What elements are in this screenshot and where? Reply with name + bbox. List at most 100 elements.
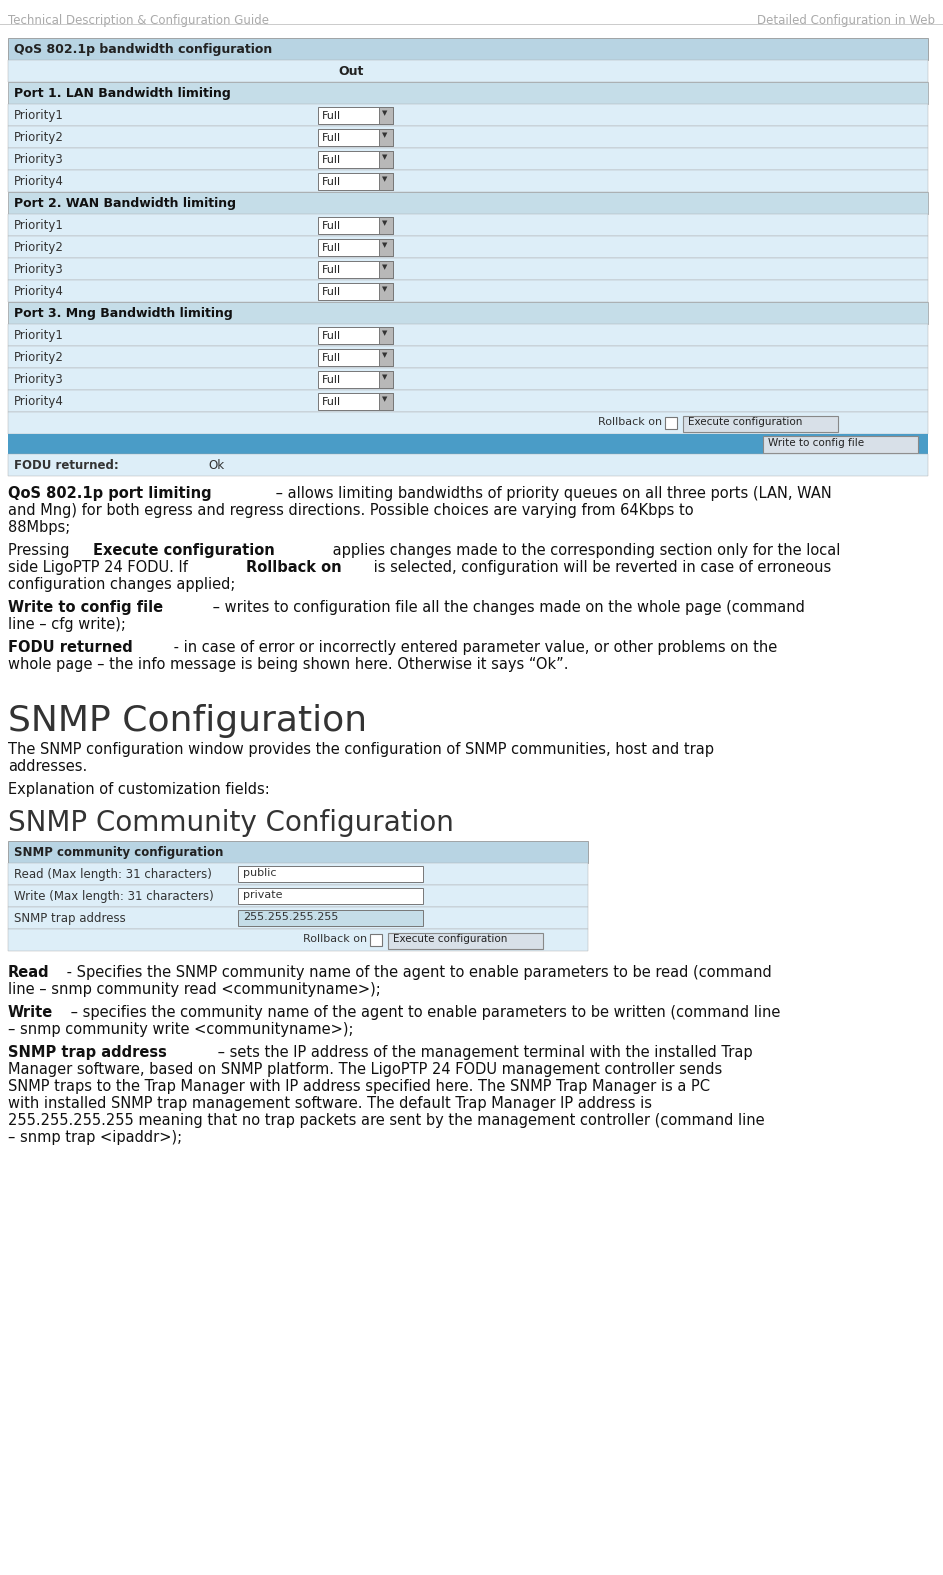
Bar	[8, 192, 928, 214]
Text: Manager software, based on SNMP platform. The LigoPTP 24 FODU management control: Manager software, based on SNMP platform…	[8, 1062, 722, 1077]
Bar	[8, 280, 928, 302]
Bar	[8, 435, 928, 454]
Text: - Specifies the SNMP community name of the agent to enable parameters to be read: - Specifies the SNMP community name of t…	[61, 965, 771, 980]
Text: Write (Max length: 31 characters): Write (Max length: 31 characters)	[14, 890, 214, 902]
Bar	[379, 107, 393, 124]
Bar	[379, 217, 393, 235]
Bar	[388, 932, 543, 950]
Text: and Mng) for both egress and regress directions. Possible choices are varying fr: and Mng) for both egress and regress dir…	[8, 502, 694, 518]
Text: Priority4: Priority4	[14, 285, 64, 298]
Text: Technical Description & Configuration Guide: Technical Description & Configuration Gu…	[8, 14, 269, 27]
Text: Rollback on: Rollback on	[598, 417, 662, 427]
Bar	[8, 302, 928, 324]
Bar	[665, 417, 677, 428]
Text: Full: Full	[322, 176, 341, 187]
Bar	[379, 129, 393, 146]
Text: – snmp community write <communityname>);: – snmp community write <communityname>);	[8, 1022, 354, 1036]
Text: - in case of error or incorrectly entered parameter value, or other problems on : - in case of error or incorrectly entere…	[169, 639, 777, 655]
Text: Full: Full	[322, 221, 341, 232]
Bar	[8, 148, 928, 170]
Text: ▼: ▼	[382, 373, 388, 380]
Bar	[8, 324, 928, 346]
Text: SNMP community configuration: SNMP community configuration	[14, 846, 223, 858]
Bar	[683, 416, 838, 432]
Text: ▼: ▼	[382, 331, 388, 335]
Text: SNMP traps to the Trap Manager with IP address specified here. The SNMP Trap Man: SNMP traps to the Trap Manager with IP a…	[8, 1079, 710, 1095]
Text: Full: Full	[322, 375, 341, 384]
Text: Priority1: Priority1	[14, 109, 64, 121]
Bar	[318, 261, 393, 279]
Text: SNMP trap address: SNMP trap address	[14, 912, 125, 925]
Bar	[318, 394, 393, 410]
Text: Priority2: Priority2	[14, 241, 64, 254]
Bar	[379, 328, 393, 343]
Text: Out: Out	[338, 65, 363, 79]
Text: FODU returned:: FODU returned:	[14, 458, 119, 472]
Text: Full: Full	[322, 331, 341, 342]
Text: – snmp trap <ipaddr>);: – snmp trap <ipaddr>);	[8, 1129, 182, 1145]
Text: Write: Write	[8, 1005, 53, 1021]
Text: line – snmp community read <communityname>);: line – snmp community read <communitynam…	[8, 981, 381, 997]
Text: – specifies the community name of the agent to enable parameters to be written (: – specifies the community name of the ag…	[66, 1005, 781, 1021]
Text: Port 1. LAN Bandwidth limiting: Port 1. LAN Bandwidth limiting	[14, 87, 231, 99]
Bar	[8, 236, 928, 258]
Text: QoS 802.1p port limiting: QoS 802.1p port limiting	[8, 487, 211, 501]
Text: SNMP Community Configuration: SNMP Community Configuration	[8, 810, 454, 836]
Text: Full: Full	[322, 243, 341, 254]
Text: Pressing: Pressing	[8, 543, 74, 558]
Text: – allows limiting bandwidths of priority queues on all three ports (LAN, WAN: – allows limiting bandwidths of priority…	[271, 487, 832, 501]
Text: Full: Full	[322, 132, 341, 143]
Text: Full: Full	[322, 265, 341, 276]
Text: Port 3. Mng Bandwidth limiting: Port 3. Mng Bandwidth limiting	[14, 307, 233, 320]
Text: Priority3: Priority3	[14, 373, 64, 386]
Text: ▼: ▼	[382, 287, 388, 291]
Text: Priority4: Priority4	[14, 395, 64, 408]
Text: Port 2. WAN Bandwidth limiting: Port 2. WAN Bandwidth limiting	[14, 197, 236, 209]
Bar	[379, 173, 393, 191]
Text: configuration changes applied;: configuration changes applied;	[8, 576, 236, 592]
Bar	[318, 151, 393, 169]
Text: QoS 802.1p bandwidth configuration: QoS 802.1p bandwidth configuration	[14, 43, 273, 57]
Text: private: private	[243, 890, 283, 899]
Bar	[379, 350, 393, 365]
Bar	[318, 217, 393, 235]
Text: Write to config file: Write to config file	[8, 600, 163, 614]
Bar	[318, 107, 393, 124]
Text: SNMP Configuration: SNMP Configuration	[8, 704, 367, 739]
Bar	[238, 866, 423, 882]
Text: whole page – the info message is being shown here. Otherwise it says “Ok”.: whole page – the info message is being s…	[8, 657, 569, 673]
Bar	[8, 214, 928, 236]
Bar	[238, 910, 423, 926]
Text: The SNMP configuration window provides the configuration of SNMP communities, ho: The SNMP configuration window provides t…	[8, 742, 714, 758]
Text: addresses.: addresses.	[8, 759, 88, 773]
Bar	[8, 413, 928, 435]
Text: Full: Full	[322, 353, 341, 362]
Text: 255.255.255.255: 255.255.255.255	[243, 912, 339, 921]
Bar	[379, 394, 393, 410]
Bar	[379, 239, 393, 257]
Bar	[370, 934, 382, 947]
Bar	[8, 60, 928, 82]
Text: Read (Max length: 31 characters): Read (Max length: 31 characters)	[14, 868, 212, 880]
Text: line – cfg write);: line – cfg write);	[8, 617, 125, 632]
Text: Full: Full	[322, 397, 341, 406]
Text: Priority3: Priority3	[14, 153, 64, 165]
Text: ▼: ▼	[382, 176, 388, 183]
Text: Priority3: Priority3	[14, 263, 64, 276]
Bar	[318, 328, 393, 343]
Text: – writes to configuration file all the changes made on the whole page (command: – writes to configuration file all the c…	[208, 600, 805, 614]
Bar	[8, 391, 928, 413]
Text: Full: Full	[322, 287, 341, 298]
Bar	[238, 888, 423, 904]
Text: public: public	[243, 868, 276, 877]
Bar	[318, 284, 393, 299]
Text: ▼: ▼	[382, 395, 388, 402]
Bar	[8, 369, 928, 391]
Text: Full: Full	[322, 154, 341, 165]
Text: Full: Full	[322, 110, 341, 121]
Bar	[8, 863, 588, 885]
Bar	[318, 129, 393, 146]
Text: Read: Read	[8, 965, 50, 980]
Text: side LigoPTP 24 FODU. If: side LigoPTP 24 FODU. If	[8, 561, 192, 575]
Bar	[8, 126, 928, 148]
